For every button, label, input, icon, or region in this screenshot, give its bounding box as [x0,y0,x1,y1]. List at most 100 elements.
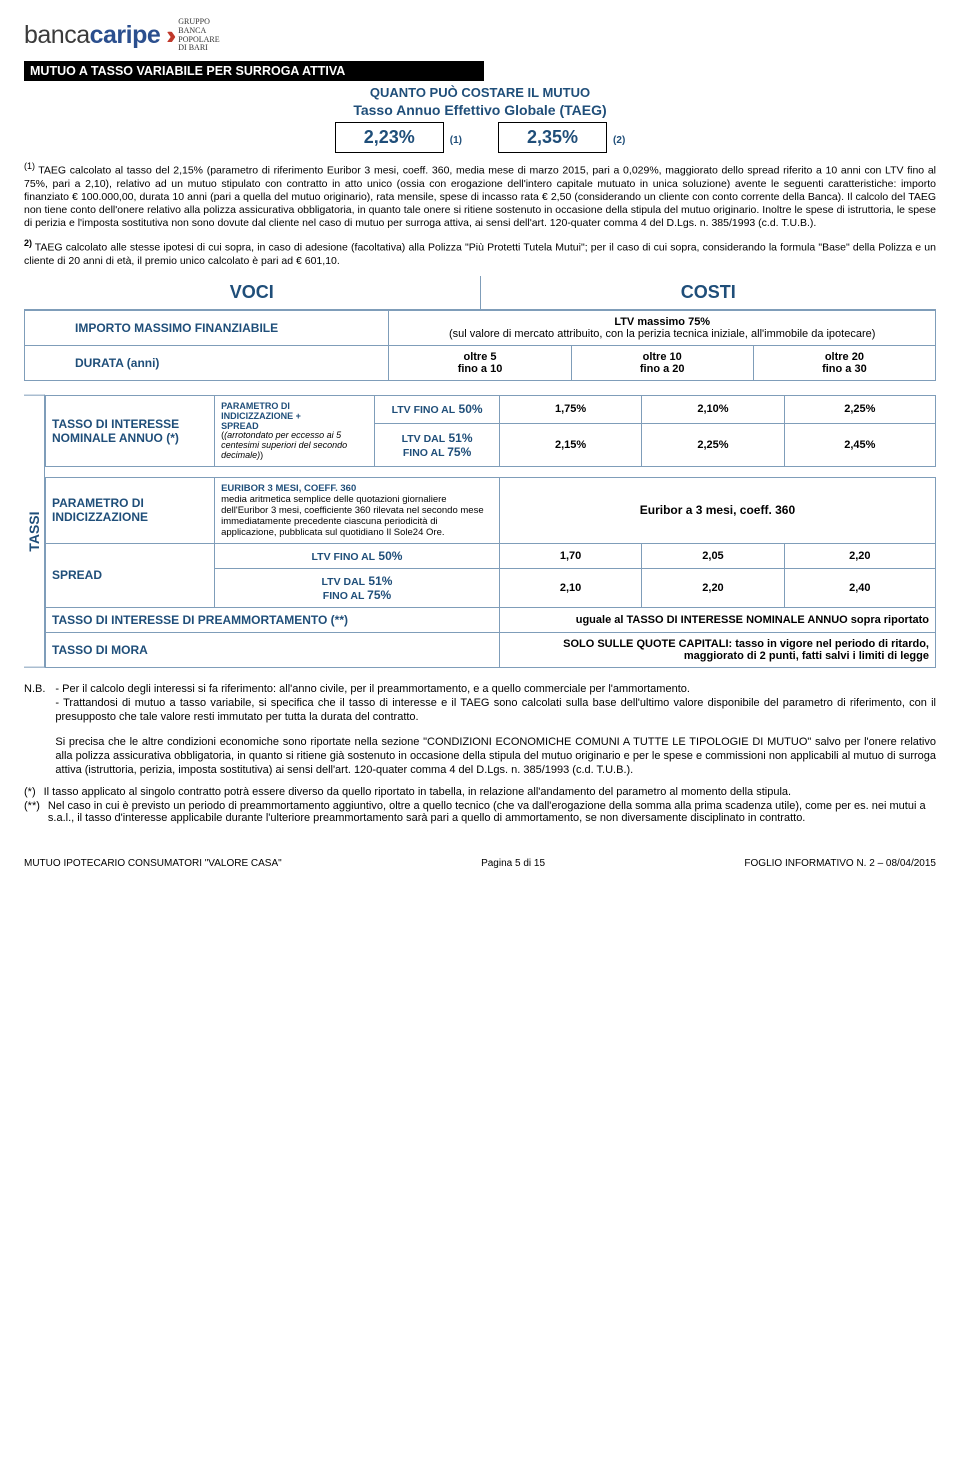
nb-p2: - Trattandosi di mutuo a tasso variabile… [55,696,936,725]
brand-header: bancacaripe ››› GRUPPO BANCA POPOLARE DI… [24,18,936,53]
durata-label: DURATA (anni) [25,346,389,381]
sp-50-c1: 1,70 [499,543,641,568]
param-ind-label: PARAMETRO DI INDICIZZAZIONE [46,477,215,543]
footnote-1-lead: (1) [24,161,38,171]
param-ind-desc-title: EURIBOR 3 MESI, COEFF. 360 [221,483,356,494]
importo-value-l2: (sul valore di mercato attribuito, con l… [395,328,929,340]
ltv51-c: FINO AL [403,447,447,459]
preamm-value: uguale al TASSO DI INTERESSE NOMINALE AN… [499,607,935,632]
spread-label: SPREAD [46,543,215,607]
page-footer: MUTUO IPOTECARIO CONSUMATORI "VALORE CAS… [24,858,936,869]
spread-ltv50: LTV FINO AL 50% [215,543,500,568]
tasso-nom-param: PARAMETRO DI INDICIZZAZIONE + SPREAD ((a… [215,396,375,467]
durata-col-2-l2: fino a 20 [578,363,747,375]
sp75-b: 51% [365,574,392,588]
mora-value: SOLO SULLE QUOTE CAPITALI: tasso in vigo… [499,632,935,667]
ltv51-a: LTV DAL [402,433,446,445]
sp75-a: LTV DAL [322,576,366,588]
footer-right: FOGLIO INFORMATIVO N. 2 – 08/04/2015 [744,858,936,869]
durata-col-3: oltre 20 fino a 30 [753,346,935,381]
asterisk-2: (**) Nel caso in cui è previsto un perio… [24,800,936,824]
taeg-block: QUANTO PUÒ COSTARE IL MUTUO Tasso Annuo … [24,85,936,153]
tn-75-c2: 2,25% [642,423,784,466]
tassi-tab-label: TASSI [24,395,45,668]
tasso-nom-label-l2: NOMINALE ANNUO (*) [52,431,208,445]
sp75-c: FINO AL [323,590,367,602]
sp-75-c2: 2,20 [642,568,784,607]
footnote-1-text: TAEG calcolato al tasso del 2,15% (param… [24,165,936,230]
sp-75-c1: 2,10 [499,568,641,607]
ltv51-d: 75% [447,445,471,459]
section-title-bar: MUTUO A TASSO VARIABILE PER SURROGA ATTI… [24,61,484,81]
durata-col-1: oltre 5 fino a 10 [389,346,571,381]
ltv50-b: 50% [455,402,482,416]
preamm-label: TASSO DI INTERESSE DI PREAMMORTAMENTO (*… [46,607,500,632]
spread-ltv75: LTV DAL 51% FINO AL 75% [215,568,500,607]
importo-label: IMPORTO MASSIMO FINANZIABILE [25,311,389,346]
tn-50-c3: 2,25% [784,396,935,424]
tasso-nom-label-l1: TASSO DI INTERESSE [52,417,208,431]
footnote-1: (1) TAEG calcolato al tasso del 2,15% (p… [24,161,936,230]
importo-value: LTV massimo 75% (sul valore di mercato a… [389,311,936,346]
tn-75-c3: 2,45% [784,423,935,466]
param-ind-table: PARAMETRO DI INDICIZZAZIONE EURIBOR 3 ME… [45,477,936,668]
asterisk-1: (*) Il tasso applicato al singolo contra… [24,786,936,798]
taeg-rate-2: 2,35% [498,122,607,153]
sp-75-c3: 2,40 [784,568,935,607]
param-ind-l2: INDICIZZAZIONE [52,510,208,524]
sp50-a: LTV FINO AL [312,551,376,563]
param-l1: PARAMETRO DI [221,401,290,411]
col-costi: COSTI [480,276,936,310]
tasso-nominale-table: TASSO DI INTERESSE NOMINALE ANNUO (*) PA… [45,395,936,467]
ltv-50-label: LTV FINO AL 50% [375,396,500,424]
durata-col-3-l1: oltre 20 [760,351,929,363]
importo-value-l1: LTV massimo 75% [395,316,929,328]
sp50-b: 50% [375,549,402,563]
durata-col-1-l1: oltre 5 [395,351,564,363]
param-l2: INDICIZZAZIONE + [221,411,301,421]
tn-50-c2: 2,10% [642,396,784,424]
ltv-75-label: LTV DAL 51% FINO AL 75% [375,423,500,466]
importo-durata-table: IMPORTO MASSIMO FINANZIABILE LTV massimo… [24,310,936,381]
durata-col-1-l2: fino a 10 [395,363,564,375]
param-ind-l1: PARAMETRO DI [52,496,208,510]
durata-col-2-l1: oltre 10 [578,351,747,363]
mora-label: TASSO DI MORA [46,632,500,667]
asterisk-1-text: Il tasso applicato al singolo contratto … [44,786,791,798]
asterisk-2-tag: (**) [24,800,40,824]
taeg-sub: Tasso Annuo Effettivo Globale (TAEG) [24,102,936,118]
logo-part1: banca [24,21,90,49]
nb-block: N.B. - Per il calcolo degli interessi si… [24,682,936,778]
taeg-rate-1: 2,23% [335,122,444,153]
nb-tag: N.B. [24,682,45,778]
param-note: ((arrotondato per eccesso ai 5 centesimi… [221,431,368,461]
tasso-nom-label: TASSO DI INTERESSE NOMINALE ANNUO (*) [46,396,215,467]
logo-gruppo: GRUPPO BANCA POPOLARE DI BARI [178,18,219,53]
param-ind-desc-body: media aritmetica semplice delle quotazio… [221,494,484,538]
param-ind-desc: EURIBOR 3 MESI, COEFF. 360 media aritmet… [215,477,500,543]
col-voci: VOCI [24,276,480,310]
tn-50-c1: 1,75% [499,396,641,424]
tn-75-c1: 2,15% [499,423,641,466]
footer-left: MUTUO IPOTECARIO CONSUMATORI "VALORE CAS… [24,858,282,869]
nb-p3: Si precisa che le altre condizioni econo… [55,735,936,778]
taeg-heading: QUANTO PUÒ COSTARE IL MUTUO [24,85,936,100]
sp-50-c2: 2,05 [642,543,784,568]
asterisk-2-text: Nel caso in cui è previsto un periodo di… [48,800,936,824]
param-ind-value: Euribor a 3 mesi, coeff. 360 [499,477,935,543]
footnote-2: 2) TAEG calcolato alle stesse ipotesi di… [24,238,936,268]
durata-col-2: oltre 10 fino a 20 [571,346,753,381]
nb-p1: - Per il calcolo degli interessi si fa r… [55,682,936,696]
voci-costi-header: VOCI COSTI [24,276,936,310]
logo-text: bancacaripe [24,21,160,50]
durata-col-3-l2: fino a 30 [760,363,929,375]
ltv51-b: 51% [445,431,472,445]
ltv50-a: LTV FINO AL [392,404,456,416]
footnote-2-text: TAEG calcolato alle stesse ipotesi di cu… [24,242,936,267]
logo-arrows-icon: ››› [166,28,168,44]
logo-part2: caripe [90,21,161,49]
sp75-d: 75% [367,588,391,602]
sp-50-c3: 2,20 [784,543,935,568]
taeg-sup-2: (2) [613,135,625,146]
tassi-section: TASSI TASSO DI INTERESSE NOMINALE ANNUO … [24,395,936,668]
